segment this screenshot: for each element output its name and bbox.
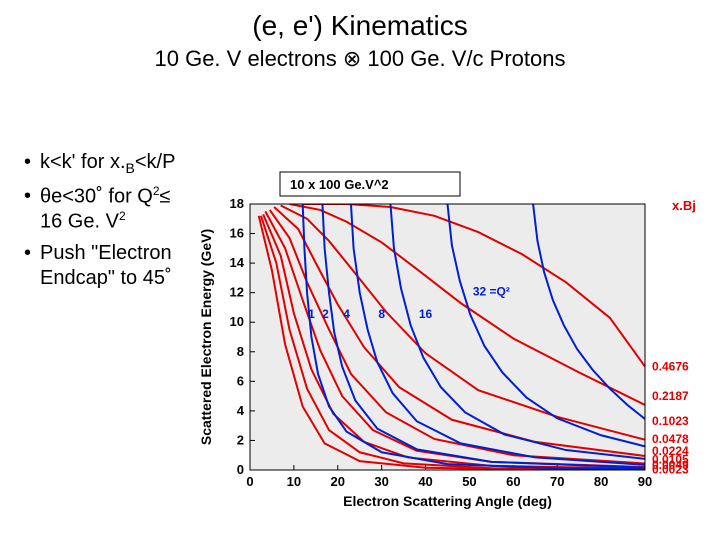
x-tick-label: 30 — [374, 474, 388, 489]
bullet-dot: • — [24, 150, 40, 178]
subtitle-right: 100 Ge. V/c Protons — [361, 46, 565, 71]
legend-text: 10 x 100 Ge.V^2 — [290, 177, 389, 192]
q2-annotation: 32 =Q² — [473, 285, 510, 299]
xbj-value: 0.2187 — [652, 389, 689, 403]
bullet-list: •k<k' for x.B<k/P•θe<30˚ for Q2≤ 16 Ge. … — [24, 150, 184, 297]
bullet-dot: • — [24, 184, 40, 235]
x-tick-label: 0 — [246, 474, 253, 489]
bullet-text: k<k' for x.B<k/P — [40, 150, 175, 178]
y-tick-label: 0 — [237, 462, 244, 477]
bullet-item: •Push "Electron Endcap" to 45˚ — [24, 241, 184, 291]
y-tick-label: 8 — [237, 344, 244, 359]
y-tick-label: 16 — [230, 226, 244, 241]
q2-annotation: 2 — [322, 307, 329, 321]
q2-annotation: 8 — [378, 307, 385, 321]
x-tick-label: 80 — [594, 474, 608, 489]
bullet-text: Push "Electron Endcap" to 45˚ — [40, 241, 184, 291]
y-tick-label: 2 — [237, 432, 244, 447]
bullet-item: •k<k' for x.B<k/P — [24, 150, 184, 178]
x-tick-label: 10 — [287, 474, 301, 489]
xbj-value: 0.4676 — [652, 360, 689, 374]
x-tick-label: 90 — [638, 474, 652, 489]
bullet-text: θe<30˚ for Q2≤ 16 Ge. V2 — [40, 184, 184, 235]
y-tick-label: 4 — [237, 403, 245, 418]
x-tick-label: 20 — [331, 474, 345, 489]
y-tick-label: 12 — [230, 285, 244, 300]
kinematics-chart: 0246810121416180102030405060708090Electr… — [195, 170, 720, 510]
y-tick-label: 18 — [230, 196, 244, 211]
xbj-value: 0.0023 — [652, 462, 689, 476]
q2-annotation: 1 — [308, 307, 315, 321]
tensor-symbol: ⊗ — [343, 46, 361, 71]
x-tick-label: 40 — [418, 474, 432, 489]
y-axis-label: Scattered Electron Energy (GeV) — [198, 229, 214, 445]
xbj-value: 0.1023 — [652, 414, 689, 428]
q2-annotation: 4 — [343, 307, 350, 321]
bullet-item: •θe<30˚ for Q2≤ 16 Ge. V2 — [24, 184, 184, 235]
page-title: (e, e') Kinematics — [0, 10, 720, 42]
y-tick-label: 6 — [237, 373, 244, 388]
page-subtitle: 10 Ge. V electrons ⊗ 100 Ge. V/c Protons — [0, 46, 720, 72]
x-axis-label: Electron Scattering Angle (deg) — [343, 493, 552, 509]
y-tick-label: 10 — [230, 314, 244, 329]
y-tick-label: 14 — [230, 255, 245, 270]
x-tick-label: 70 — [550, 474, 564, 489]
xbj-header: x.Bj — [672, 198, 696, 213]
x-tick-label: 50 — [462, 474, 476, 489]
slide: (e, e') Kinematics 10 Ge. V electrons ⊗ … — [0, 0, 720, 540]
subtitle-left: 10 Ge. V electrons — [155, 46, 343, 71]
bullet-dot: • — [24, 241, 40, 291]
x-tick-label: 60 — [506, 474, 520, 489]
q2-annotation: 16 — [419, 307, 433, 321]
